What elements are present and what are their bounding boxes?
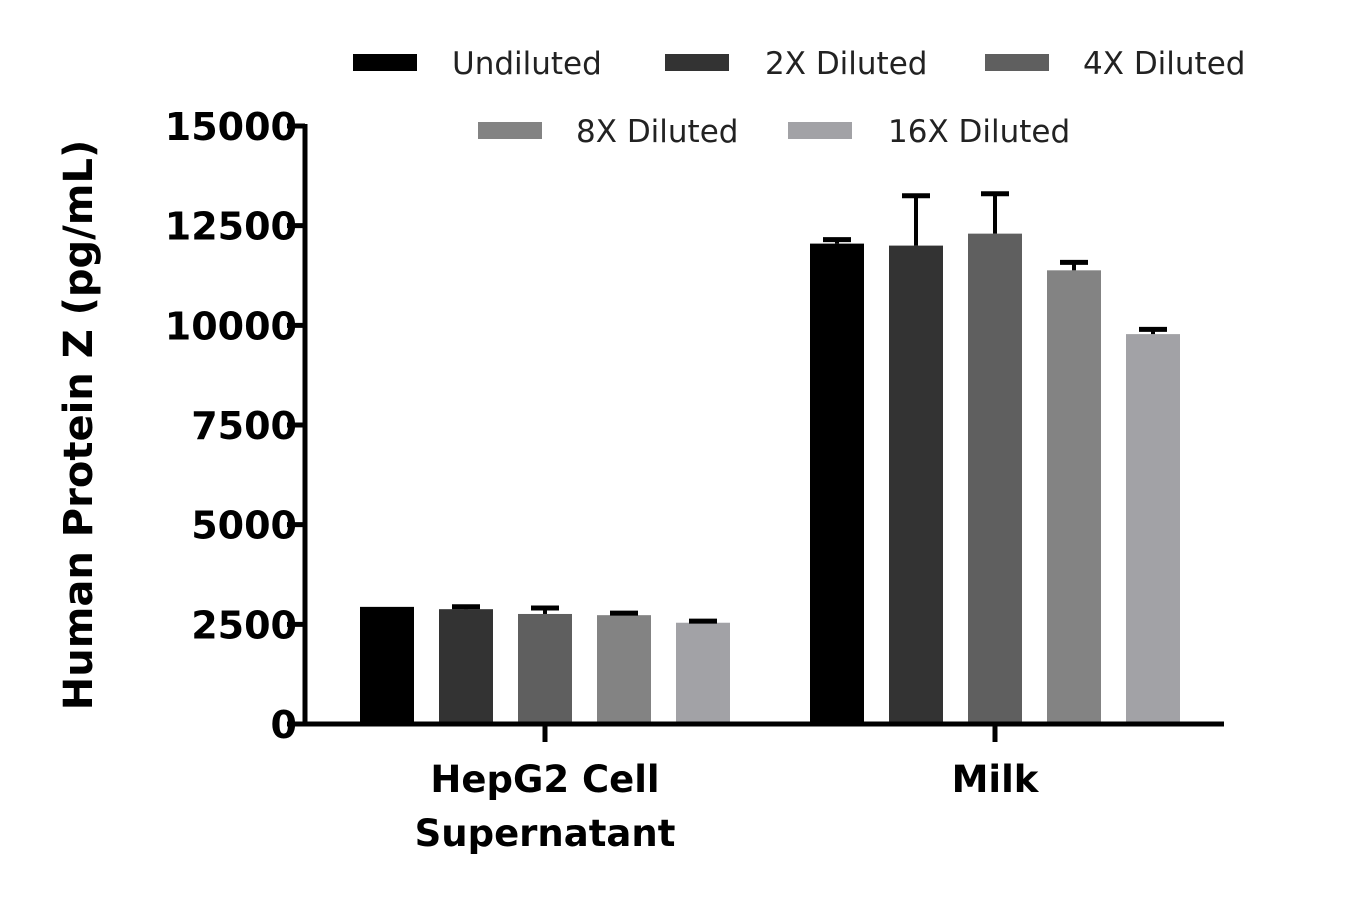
- x-tick-label: Milk: [952, 758, 1040, 801]
- legend-swatch: [665, 54, 729, 71]
- bar: [1126, 334, 1180, 724]
- bar: [676, 622, 730, 724]
- bar: [889, 245, 943, 724]
- x-axis: HepG2 Cell Supernatant Milk: [303, 721, 1224, 855]
- bars: [360, 191, 1180, 724]
- bar: [810, 243, 864, 724]
- bar: [518, 613, 572, 724]
- legend-label: 8X Diluted: [576, 114, 738, 150]
- legend-swatch: [353, 54, 417, 71]
- bar: [597, 615, 651, 724]
- y-tick-label: 12500: [165, 205, 297, 249]
- y-tick-label: 5000: [191, 504, 297, 548]
- bar: [439, 609, 493, 724]
- legend: Undiluted 2X Diluted 4X Diluted 8X Diluted 1…: [353, 46, 1245, 150]
- y-tick-label: 7500: [191, 404, 297, 448]
- legend-swatch: [478, 122, 542, 139]
- y-tick-label: 0: [271, 703, 297, 747]
- y-tick-label: 2500: [191, 603, 297, 647]
- legend-label: 16X Diluted: [888, 114, 1070, 150]
- legend-swatch: [788, 122, 852, 139]
- legend-label: 2X Diluted: [765, 46, 927, 82]
- bar: [968, 233, 1022, 724]
- bar: [360, 608, 414, 724]
- x-tick-label: Supernatant: [415, 812, 676, 855]
- x-tick-label: HepG2 Cell: [430, 758, 659, 801]
- legend-label: Undiluted: [452, 46, 602, 82]
- y-axis: 0 2500 5000 7500 10000 12500 15000: [165, 105, 308, 747]
- bar: [1047, 270, 1101, 724]
- legend-label: 4X Diluted: [1083, 46, 1245, 82]
- y-tick-label: 15000: [165, 105, 297, 149]
- y-axis-title: Human Protein Z (pg/mL): [56, 140, 102, 710]
- legend-swatch: [985, 54, 1049, 71]
- y-tick-label: 10000: [165, 304, 297, 348]
